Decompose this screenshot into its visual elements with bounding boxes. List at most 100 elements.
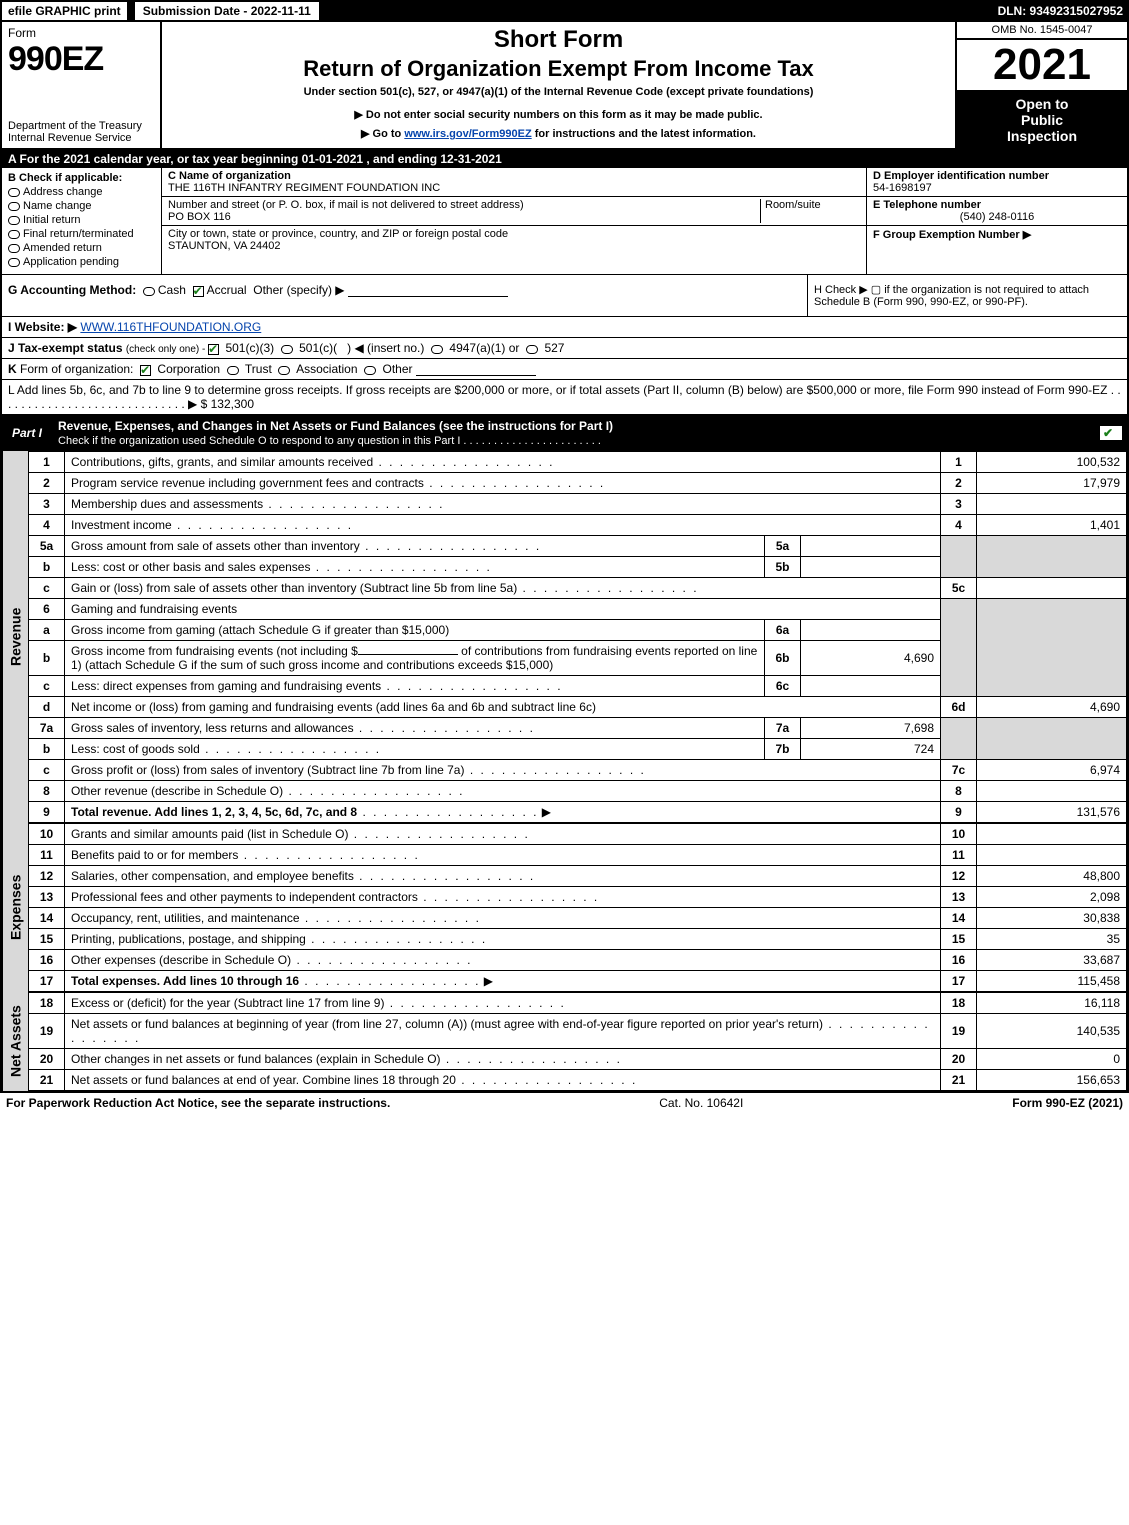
line-15: 15Printing, publications, postage, and s… — [29, 929, 1127, 950]
expenses-side-label: Expenses — [2, 823, 28, 992]
d-label: D Employer identification number — [873, 170, 1049, 182]
line-3: 3Membership dues and assessments3 — [29, 494, 1127, 515]
footer-right: Form 990-EZ (2021) — [1012, 1096, 1123, 1110]
line-11: 11Benefits paid to or for members11 — [29, 845, 1127, 866]
line-9: 9Total revenue. Add lines 1, 2, 3, 4, 5c… — [29, 802, 1127, 823]
street: PO BOX 116 — [168, 211, 231, 223]
revenue-side-label: Revenue — [2, 451, 28, 823]
tax-year: 2021 — [957, 40, 1127, 92]
f-label: F Group Exemption Number ▶ — [873, 229, 1031, 241]
section-k: K Form of organization: Corporation Trus… — [2, 359, 1127, 380]
page-footer: For Paperwork Reduction Act Notice, see … — [0, 1093, 1129, 1113]
footer-mid: Cat. No. 10642I — [659, 1096, 743, 1110]
open-to: Open to — [961, 96, 1123, 112]
section-g-h: G Accounting Method: Cash Accrual Other … — [2, 275, 1127, 317]
chk-application-pending[interactable]: Application pending — [8, 256, 155, 268]
c-name-label: C Name of organization — [168, 170, 291, 182]
c-city-label: City or town, state or province, country… — [168, 228, 508, 240]
chk-initial-return[interactable]: Initial return — [8, 214, 155, 226]
line-5c: cGain or (loss) from sale of assets othe… — [29, 578, 1127, 599]
revenue-block: Revenue 1Contributions, gifts, grants, a… — [2, 451, 1127, 823]
line-13: 13Professional fees and other payments t… — [29, 887, 1127, 908]
ssn-notice: ▶ Do not enter social security numbers o… — [168, 108, 949, 121]
c-street-label: Number and street (or P. O. box, if mail… — [168, 199, 524, 211]
line-17: 17Total expenses. Add lines 10 through 1… — [29, 971, 1127, 992]
net-assets-block: Net Assets 18Excess or (deficit) for the… — [2, 992, 1127, 1091]
goto-pre: ▶ Go to — [361, 128, 404, 140]
net-assets-side-label: Net Assets — [2, 992, 28, 1091]
expenses-table: 10Grants and similar amounts paid (list … — [28, 823, 1127, 992]
line-4: 4Investment income41,401 — [29, 515, 1127, 536]
phone: (540) 248-0116 — [873, 211, 1121, 223]
section-l: L Add lines 5b, 6c, and 7b to line 9 to … — [2, 380, 1127, 415]
b-label: B Check if applicable: — [8, 172, 155, 184]
chk-other-org[interactable] — [364, 366, 376, 375]
chk-trust[interactable] — [227, 366, 239, 375]
part-i-title: Revenue, Expenses, and Changes in Net As… — [52, 415, 1095, 451]
section-b: B Check if applicable: Address change Na… — [2, 168, 162, 274]
public: Public — [961, 112, 1123, 128]
part-i-header: Part I Revenue, Expenses, and Changes in… — [2, 415, 1127, 451]
form-number: 990EZ — [8, 40, 154, 79]
form-header: Form 990EZ Department of the Treasury In… — [2, 22, 1127, 150]
org-name: THE 116TH INFANTRY REGIMENT FOUNDATION I… — [168, 182, 440, 194]
footer-left: For Paperwork Reduction Act Notice, see … — [6, 1096, 390, 1110]
section-j: J Tax-exempt status (check only one) - 5… — [2, 338, 1127, 359]
line-2: 2Program service revenue including gover… — [29, 473, 1127, 494]
line-14: 14Occupancy, rent, utilities, and mainte… — [29, 908, 1127, 929]
chk-association[interactable] — [278, 366, 290, 375]
form-990ez: Form 990EZ Department of the Treasury In… — [0, 22, 1129, 1093]
chk-501c[interactable] — [281, 345, 293, 354]
line-6: 6Gaming and fundraising events — [29, 599, 1127, 620]
section-h: H Check ▶ ▢ if the organization is not r… — [807, 275, 1127, 316]
line-10: 10Grants and similar amounts paid (list … — [29, 824, 1127, 845]
chk-name-change[interactable]: Name change — [8, 200, 155, 212]
omb-number: OMB No. 1545-0047 — [957, 22, 1127, 40]
i-label: I Website: ▶ — [8, 320, 77, 334]
l-text: L Add lines 5b, 6c, and 7b to line 9 to … — [8, 383, 1121, 411]
top-bar: efile GRAPHIC print Submission Date - 20… — [0, 0, 1129, 22]
expenses-block: Expenses 10Grants and similar amounts pa… — [2, 823, 1127, 992]
line-19: 19Net assets or fund balances at beginni… — [29, 1014, 1127, 1049]
section-b-c-d-e-f: B Check if applicable: Address change Na… — [2, 168, 1127, 275]
short-form-title: Short Form — [168, 26, 949, 54]
chk-accrual[interactable] — [193, 286, 204, 297]
line-21: 21Net assets or fund balances at end of … — [29, 1070, 1127, 1091]
line-20: 20Other changes in net assets or fund ba… — [29, 1049, 1127, 1070]
website-link[interactable]: WWW.116THFOUNDATION.ORG — [80, 320, 261, 334]
chk-4947[interactable] — [431, 345, 443, 354]
chk-corporation[interactable] — [140, 365, 151, 376]
chk-cash[interactable] — [143, 287, 155, 296]
chk-501c3[interactable] — [208, 344, 219, 355]
room-suite-label: Room/suite — [765, 199, 821, 211]
line-6d: dNet income or (loss) from gaming and fu… — [29, 697, 1127, 718]
department: Department of the Treasury Internal Reve… — [8, 120, 154, 144]
irs-link[interactable]: www.irs.gov/Form990EZ — [404, 128, 531, 140]
form-label: Form — [8, 26, 154, 40]
header-right: OMB No. 1545-0047 2021 Open to Public In… — [957, 22, 1127, 148]
line-16: 16Other expenses (describe in Schedule O… — [29, 950, 1127, 971]
section-c: C Name of organization THE 116TH INFANTR… — [162, 168, 867, 274]
goto-line: ▶ Go to www.irs.gov/Form990EZ for instru… — [168, 127, 949, 140]
chk-527[interactable] — [526, 345, 538, 354]
section-d-e-f: D Employer identification number 54-1698… — [867, 168, 1127, 274]
line-5a: 5aGross amount from sale of assets other… — [29, 536, 1127, 557]
line-7c: cGross profit or (loss) from sales of in… — [29, 760, 1127, 781]
chk-amended-return[interactable]: Amended return — [8, 242, 155, 254]
part-i-sub: Check if the organization used Schedule … — [58, 435, 601, 447]
header-mid: Short Form Return of Organization Exempt… — [162, 22, 957, 148]
chk-final-return[interactable]: Final return/terminated — [8, 228, 155, 240]
chk-address-change[interactable]: Address change — [8, 186, 155, 198]
net-assets-table: 18Excess or (deficit) for the year (Subt… — [28, 992, 1127, 1091]
k-other-input[interactable] — [416, 375, 536, 376]
g-other-input[interactable] — [348, 296, 508, 297]
header-left: Form 990EZ Department of the Treasury In… — [2, 22, 162, 148]
part-i-schedule-o-check[interactable] — [1099, 425, 1123, 441]
ein: 54-1698197 — [873, 182, 932, 194]
g-label: G Accounting Method: — [8, 283, 136, 297]
efile-graphic-print[interactable]: efile GRAPHIC print — [0, 0, 129, 22]
line-7a: 7aGross sales of inventory, less returns… — [29, 718, 1127, 739]
revenue-table: 1Contributions, gifts, grants, and simil… — [28, 451, 1127, 823]
row-a-tax-year: A For the 2021 calendar year, or tax yea… — [2, 150, 1127, 168]
line-12: 12Salaries, other compensation, and empl… — [29, 866, 1127, 887]
